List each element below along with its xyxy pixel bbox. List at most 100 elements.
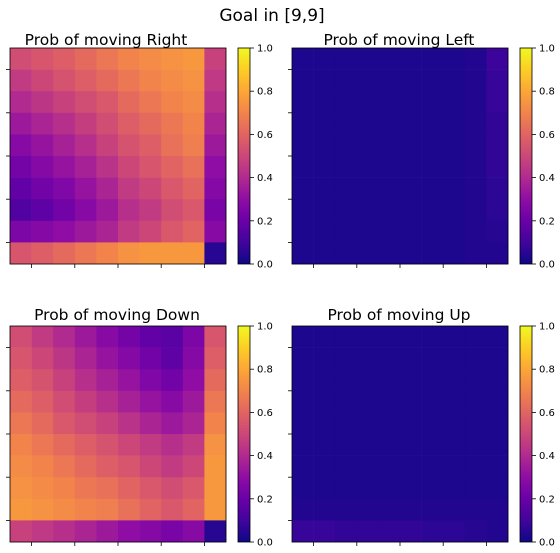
heatmap-cell [443,91,466,114]
heatmap-panel: Prob of moving Up 0.0 0.2 0.4 0.6 0.8 1.0 [288,306,555,549]
heatmap-cell [74,69,97,92]
heatmap-cell [118,177,140,200]
heatmap-cell [53,412,76,435]
heatmap-cell [53,134,76,157]
panel-title: Prob of moving Down [34,306,200,324]
heatmap-cell [486,326,509,348]
heatmap-cell [464,455,487,478]
heatmap-cell [53,48,76,70]
heatmap-cell [292,498,314,521]
heatmap-cell [182,242,205,265]
heatmap-cell [313,199,336,222]
heatmap-cell [96,156,119,178]
heatmap-cell [356,477,379,500]
heatmap-cell [378,326,401,348]
heatmap-cell [31,477,54,500]
heatmap-cell [31,48,54,70]
heatmap-cell [356,326,379,348]
heatmap-cell [204,520,227,543]
heatmap-cell [313,242,336,265]
heatmap-cell [486,477,509,500]
heatmap-cell [139,156,162,178]
heatmap-cell [31,455,54,478]
heatmap-cell [74,369,97,392]
heatmap-cell [313,326,336,348]
heatmap-cell [161,520,184,543]
heatmap-cell [400,520,422,543]
heatmap-cell [356,369,379,392]
heatmap-cell [10,69,32,92]
heatmap-cell [335,199,358,222]
heatmap-cell [421,199,444,222]
heatmap-cell [313,498,336,521]
heatmap-cell [118,477,140,500]
heatmap-cell [378,412,401,435]
heatmap-cell [139,134,162,157]
heatmap-cell [118,69,140,92]
heatmap-cell [96,369,119,392]
heatmap-cell [400,242,422,265]
heatmap-cell [292,242,314,265]
heatmap-cell [96,326,119,348]
heatmap-cell [182,347,205,370]
heatmap-cell [53,156,76,178]
heatmap-cell [464,112,487,135]
heatmap-cell [204,347,227,370]
heatmap-cell [356,390,379,413]
heatmap-cell [139,347,162,370]
heatmap-cell [313,112,336,135]
heatmap-cell [10,347,32,370]
heatmap-cell [118,434,140,456]
heatmap-cell [464,326,487,348]
heatmap-cell [464,156,487,178]
heatmap-cell [292,347,314,370]
heatmap-cell [31,242,54,265]
heatmap-cell [182,156,205,178]
heatmap-cell [139,91,162,114]
heatmap-cell [10,177,32,200]
heatmap-cell [161,91,184,114]
heatmap-cell [443,69,466,92]
heatmap-cell [74,242,97,265]
heatmap-cell [182,112,205,135]
heatmap-cell [335,347,358,370]
heatmap-cell [486,498,509,521]
heatmap-cell [313,220,336,243]
heatmap-cell [313,455,336,478]
colorbar-tick-label: 0.4 [257,173,273,184]
heatmap-cell [292,156,314,178]
colorbar-tick-label: 0.0 [539,260,555,271]
heatmap-cell [161,434,184,456]
heatmap-cell [335,369,358,392]
heatmap-cell [400,220,422,243]
heatmap-cell [31,520,54,543]
heatmap-cell [378,134,401,157]
heatmap-cell [335,134,358,157]
heatmap-cell [378,498,401,521]
heatmap-cell [139,48,162,70]
heatmap-cell [161,177,184,200]
heatmap-cell [464,199,487,222]
heatmap-cell [292,434,314,456]
heatmap-cell [96,412,119,435]
heatmap-cell [400,390,422,413]
heatmap-cell [53,369,76,392]
heatmap-cell [421,520,444,543]
heatmap-cell [421,347,444,370]
colorbar-tick-label: 1.0 [539,44,555,55]
heatmap-cell [464,242,487,265]
heatmap-cell [96,477,119,500]
heatmap-cell [292,369,314,392]
heatmap-cell [10,412,32,435]
heatmap-cell [53,326,76,348]
heatmap-cell [96,498,119,521]
colorbar-tick-label: 0.0 [257,260,273,271]
heatmap-cell [96,91,119,114]
heatmap-cell [118,520,140,543]
heatmap-cell [53,347,76,370]
heatmap-cell [335,112,358,135]
colorbar-tick-label: 0.8 [539,87,555,98]
heatmap-cell [10,369,32,392]
heatmap-cell [10,112,32,135]
